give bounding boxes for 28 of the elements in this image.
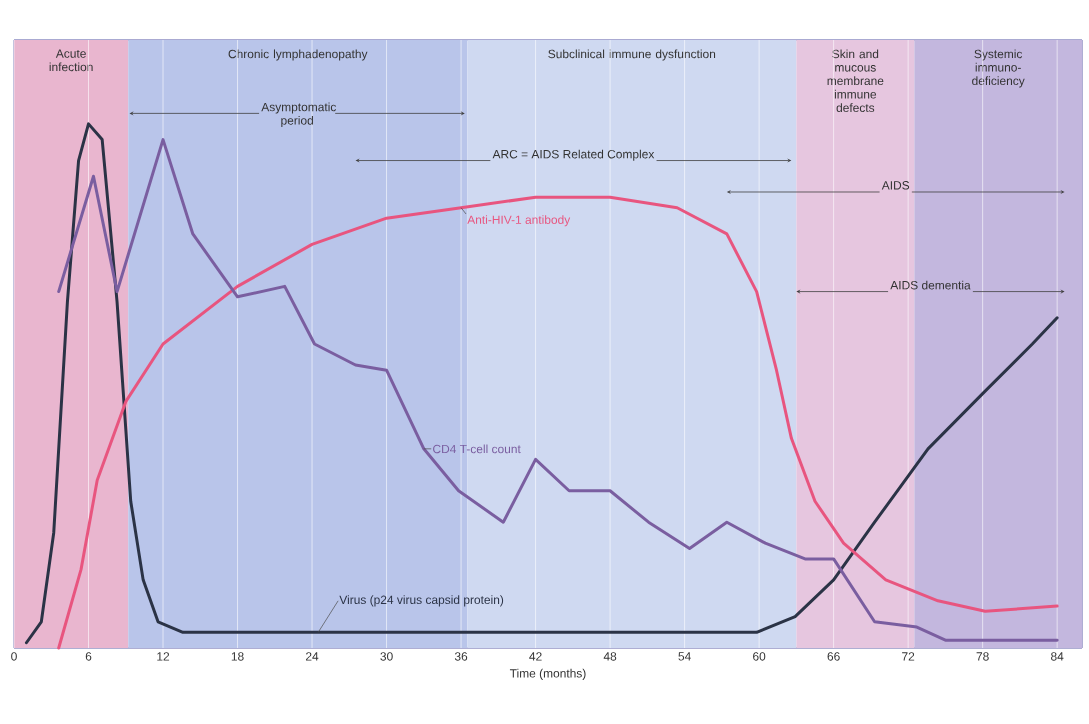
annotation: AIDS dementia	[890, 280, 971, 290]
x-tick-label: 36	[454, 652, 468, 661]
text: Virus (p24 virus capsid protein)	[339, 595, 504, 607]
x-tick-label: 48	[603, 652, 617, 661]
x-tick-label: 42	[529, 652, 542, 661]
series-label: Anti-HIV-1 antibody	[467, 215, 571, 227]
x-tick-label: 30	[380, 652, 393, 661]
x-tick-label: 6	[85, 652, 92, 661]
x-tick-label: 12	[157, 652, 170, 661]
x-tick-label: 78	[976, 652, 989, 661]
x-tick-label: 54	[678, 652, 691, 661]
x-axis-title: Time (months)	[509, 668, 586, 680]
annotation: AIDS	[881, 181, 910, 190]
x-tick-label: 72	[902, 652, 915, 661]
x-tick-label: 60	[753, 652, 766, 661]
x-tick-label: 66	[827, 652, 840, 661]
band-label: Chronic lymphadenopathy	[228, 49, 368, 61]
x-tick-label: 24	[305, 652, 319, 661]
x-tick-label: 18	[231, 652, 244, 661]
series-label: CD4 T-cell count	[433, 444, 521, 454]
band-label: Acute infection	[49, 49, 93, 72]
band-label: Subclinical immune dysfunction	[548, 49, 716, 61]
annotation: Asymptomatic period	[261, 102, 337, 128]
annotation: ARC = AIDS Related Complex	[492, 149, 655, 161]
x-tick-label: 84	[1051, 652, 1064, 661]
x-tick-label: 0	[11, 652, 17, 661]
band-label: Skin and mucous membrane immune defects	[827, 49, 884, 112]
band-label: Systemic immuno-deficiency	[972, 49, 1025, 88]
